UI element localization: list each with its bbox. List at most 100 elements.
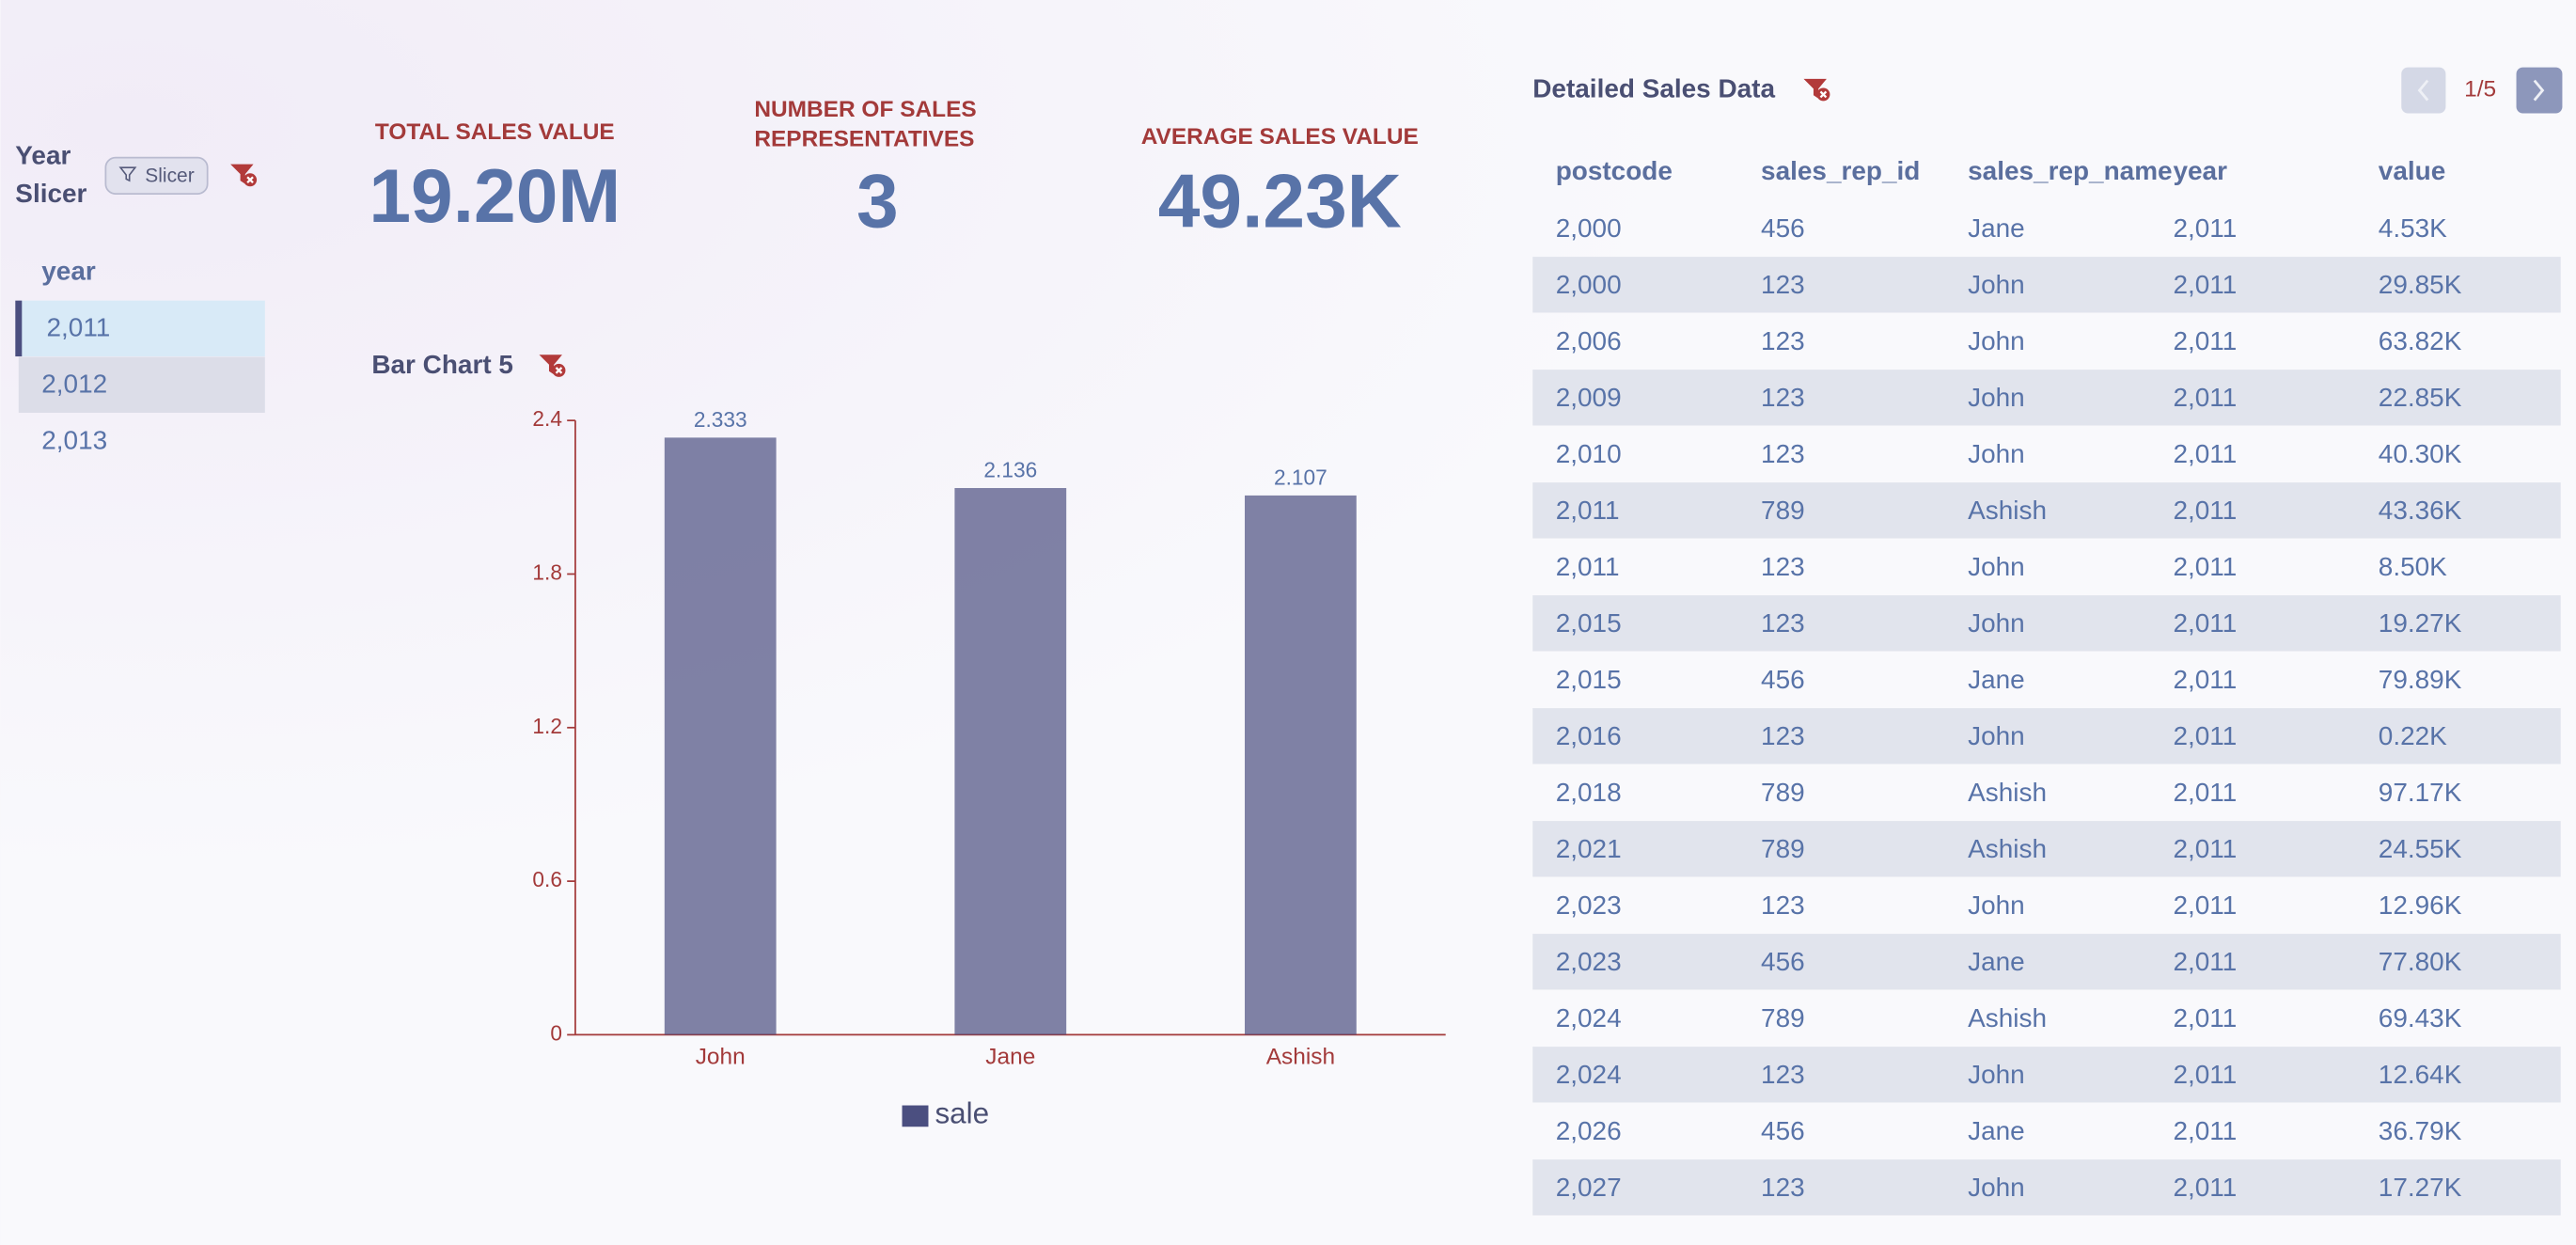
table-cell: 456 [1761,213,1805,243]
y-tick-label: 0 [550,1020,562,1045]
prev-icon [2417,79,2429,102]
table-cell: 2,000 [1556,270,1622,299]
slicer-item-selected[interactable] [18,300,265,357]
table-cell: 97.17K [2379,778,2462,807]
bar [1245,495,1357,1035]
row-stripe [1532,934,2561,990]
table-cell: John [1968,552,2025,581]
next-page-button[interactable] [2516,67,2563,114]
table-cell: 0.22K [2379,721,2447,750]
slicer-badge-label: Slicer [145,165,194,186]
table-cell: Jane [1968,1116,2025,1145]
table-cell: 2,011 [2173,1060,2237,1089]
table-cell: 2,011 [2173,608,2237,638]
table-cell: Jane [1968,213,2025,243]
next-icon [2533,79,2545,102]
table-cell: 2,000 [1556,213,1622,243]
kpi-value: 49.23K [1158,159,1402,244]
table-cell: Ashish [1968,778,2047,807]
table-cell: 43.36K [2379,496,2462,525]
table-cell: 79.89K [2379,665,2462,694]
table-cell: 2,011 [2173,665,2237,694]
table-cell: 12.64K [2379,1060,2462,1089]
table-cell: 2,011 [2173,890,2237,920]
slicer-title-box: Year Slicer [15,143,86,209]
row-stripe [1532,1047,2561,1103]
table-cell: 2,027 [1556,1173,1622,1202]
table-cell: John [1968,1060,2025,1089]
prev-page-button[interactable] [2401,67,2446,114]
column-header: year [2173,156,2227,185]
table-cell: 2,011 [2173,1003,2237,1032]
table-cell: 63.82K [2379,326,2462,355]
selection-indicator [15,300,23,357]
x-tick-label: Ashish [1266,1044,1335,1069]
row-stripe [1532,257,2561,313]
table-cell: 456 [1761,665,1805,694]
bar [954,488,1067,1035]
column-header: postcode [1556,156,1673,185]
row-stripe [1532,1159,2561,1216]
table-cell: 789 [1761,778,1805,807]
table-cell: 2,006 [1556,326,1622,355]
column-header: sales_rep_name [1968,156,2172,185]
table-cell: 4.53K [2379,213,2447,243]
kpi-value: 19.20M [369,154,620,239]
table-cell: 2,011 [2173,1116,2237,1145]
slicer-item[interactable]: 2,013 [41,425,107,454]
table-cell: 2,011 [2173,778,2237,807]
page-indicator: 1/5 [2464,77,2496,102]
table-cell: John [1968,383,2025,412]
table-cell: 2,011 [2173,947,2237,976]
value-label: 2.107 [1274,465,1327,489]
kpi-label-box: NUMBER OF SALES REPRESENTATIVES [754,95,976,150]
table-cell: 123 [1761,721,1805,750]
table-cell: 2,011 [1556,496,1620,525]
bar [664,437,777,1035]
slicer-item-hover[interactable] [18,356,265,413]
table-cell: 2,009 [1556,383,1622,412]
table-cell: 12.96K [2379,890,2462,920]
table-cell: John [1968,890,2025,920]
table-cell: 2,011 [2173,1173,2237,1202]
y-tick-label: 2.4 [532,406,562,431]
table-cell: 24.55K [2379,834,2462,863]
table-cell: 2,011 [1556,552,1620,581]
table-title: Detailed Sales Data [1532,73,1775,102]
table-cell: John [1968,326,2025,355]
slicer-badge[interactable] [104,156,209,195]
table-cell: 2,021 [1556,834,1622,863]
table-cell: 40.30K [2379,439,2462,468]
table-cell: 2,011 [2173,326,2237,355]
table-cell: John [1968,270,2025,299]
table-cell: 2,011 [2173,213,2237,243]
table-cell: 2,026 [1556,1116,1622,1145]
legend-label: sale [935,1096,989,1129]
table-cell: 8.50K [2379,552,2447,581]
row-stripe [1532,370,2561,426]
table-cell: 123 [1761,608,1805,638]
table-cell: 69.43K [2379,1003,2462,1032]
table-cell: 123 [1761,326,1805,355]
table-cell: 2,023 [1556,890,1622,920]
table-cell: 77.80K [2379,947,2462,976]
column-header: value [2379,156,2445,185]
table-cell: 2,011 [2173,834,2237,863]
y-tick-label: 1.2 [532,714,562,738]
table-cell: 2,015 [1556,608,1622,638]
slicer-item[interactable]: 2,012 [41,370,107,399]
kpi-label: TOTAL SALES VALUE [375,119,615,145]
table-cell: 2,018 [1556,778,1622,807]
y-tick-label: 0.6 [532,867,562,891]
kpi-value: 3 [856,159,899,244]
table-cell: Ashish [1968,834,2047,863]
table-cell: John [1968,608,2025,638]
table-cell: Ashish [1968,1003,2047,1032]
table-cell: Jane [1968,665,2025,694]
column-header: sales_rep_id [1761,156,1920,185]
table-cell: Jane [1968,947,2025,976]
kpi-label: AVERAGE SALES VALUE [1141,124,1419,150]
slicer-item[interactable]: 2,011 [46,313,110,342]
table-cell: 17.27K [2379,1173,2462,1202]
